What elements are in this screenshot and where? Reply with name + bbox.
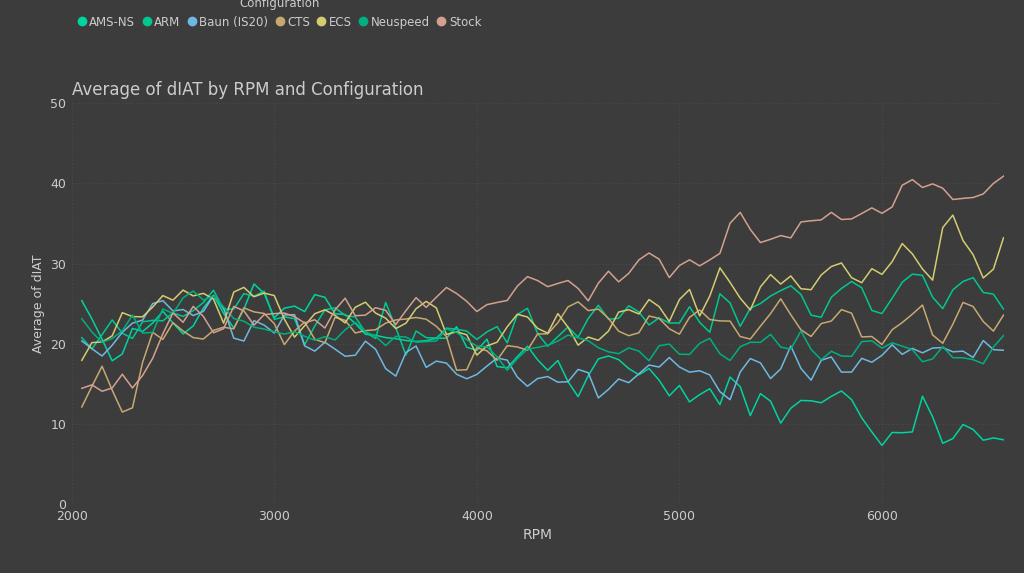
Baun (IS20) [865,359,878,366]
Legend: AMS-NS, ARM, Baun (IS20), CTS, ECS, Neuspeed, Stock: AMS-NS, ARM, Baun (IS20), CTS, ECS, Neus… [78,0,481,29]
Stock [764,236,776,243]
CTS [836,306,848,313]
Stock [856,210,868,217]
ECS [76,357,88,364]
ECS [795,285,807,292]
Baun (IS20) [774,366,786,372]
Stock [815,217,827,223]
X-axis label: RPM: RPM [522,528,553,543]
AMS-NS [856,414,868,421]
Neuspeed [825,348,838,355]
Text: Average of dIAT by RPM and Configuration: Average of dIAT by RPM and Configuration [72,81,423,99]
Stock [96,388,109,395]
ECS [997,234,1010,241]
Line: Neuspeed: Neuspeed [82,291,1004,370]
Stock [805,217,817,224]
ECS [623,306,635,313]
CTS [76,403,88,410]
AMS-NS [248,281,260,288]
Neuspeed [836,352,848,359]
AMS-NS [764,398,776,405]
CTS [825,317,838,324]
Neuspeed [997,332,1010,339]
Baun (IS20) [76,337,88,344]
ECS [815,272,827,278]
ARM [805,312,817,319]
Neuspeed [76,315,88,322]
ARM [399,352,412,359]
Line: Stock: Stock [82,176,1004,391]
Neuspeed [643,357,655,364]
Line: Baun (IS20): Baun (IS20) [82,296,1004,399]
ARM [764,293,776,300]
AMS-NS [76,297,88,304]
Baun (IS20) [633,370,645,377]
CTS [997,312,1010,319]
ARM [997,306,1010,313]
Stock [76,385,88,392]
ECS [846,274,858,281]
Baun (IS20) [836,368,848,375]
Baun (IS20) [207,292,219,299]
Stock [633,257,645,264]
AMS-NS [815,399,827,406]
CTS [815,320,827,327]
Neuspeed [865,337,878,344]
Neuspeed [187,288,200,295]
ECS [805,286,817,293]
AMS-NS [633,371,645,378]
Neuspeed [501,367,513,374]
AMS-NS [825,393,838,400]
Neuspeed [815,356,827,363]
AMS-NS [876,442,888,449]
ECS [947,211,959,218]
ECS [755,284,767,291]
Line: ECS: ECS [82,215,1004,360]
ARM [815,314,827,321]
CTS [774,296,786,303]
Stock [997,172,1010,179]
Baun (IS20) [825,354,838,360]
ARM [906,270,919,277]
ARM [856,284,868,291]
ARM [825,294,838,301]
CTS [116,409,128,415]
Line: ARM: ARM [82,274,1004,355]
ARM [633,308,645,315]
Line: AMS-NS: AMS-NS [82,284,1004,445]
Line: CTS: CTS [82,299,1004,412]
Baun (IS20) [997,347,1010,354]
CTS [764,310,776,317]
AMS-NS [805,397,817,404]
Neuspeed [774,344,786,351]
ARM [76,334,88,341]
CTS [865,333,878,340]
AMS-NS [997,437,1010,444]
CTS [633,329,645,336]
Stock [825,209,838,216]
Y-axis label: Average of dIAT: Average of dIAT [32,254,45,353]
Baun (IS20) [815,357,827,364]
Baun (IS20) [724,396,736,403]
